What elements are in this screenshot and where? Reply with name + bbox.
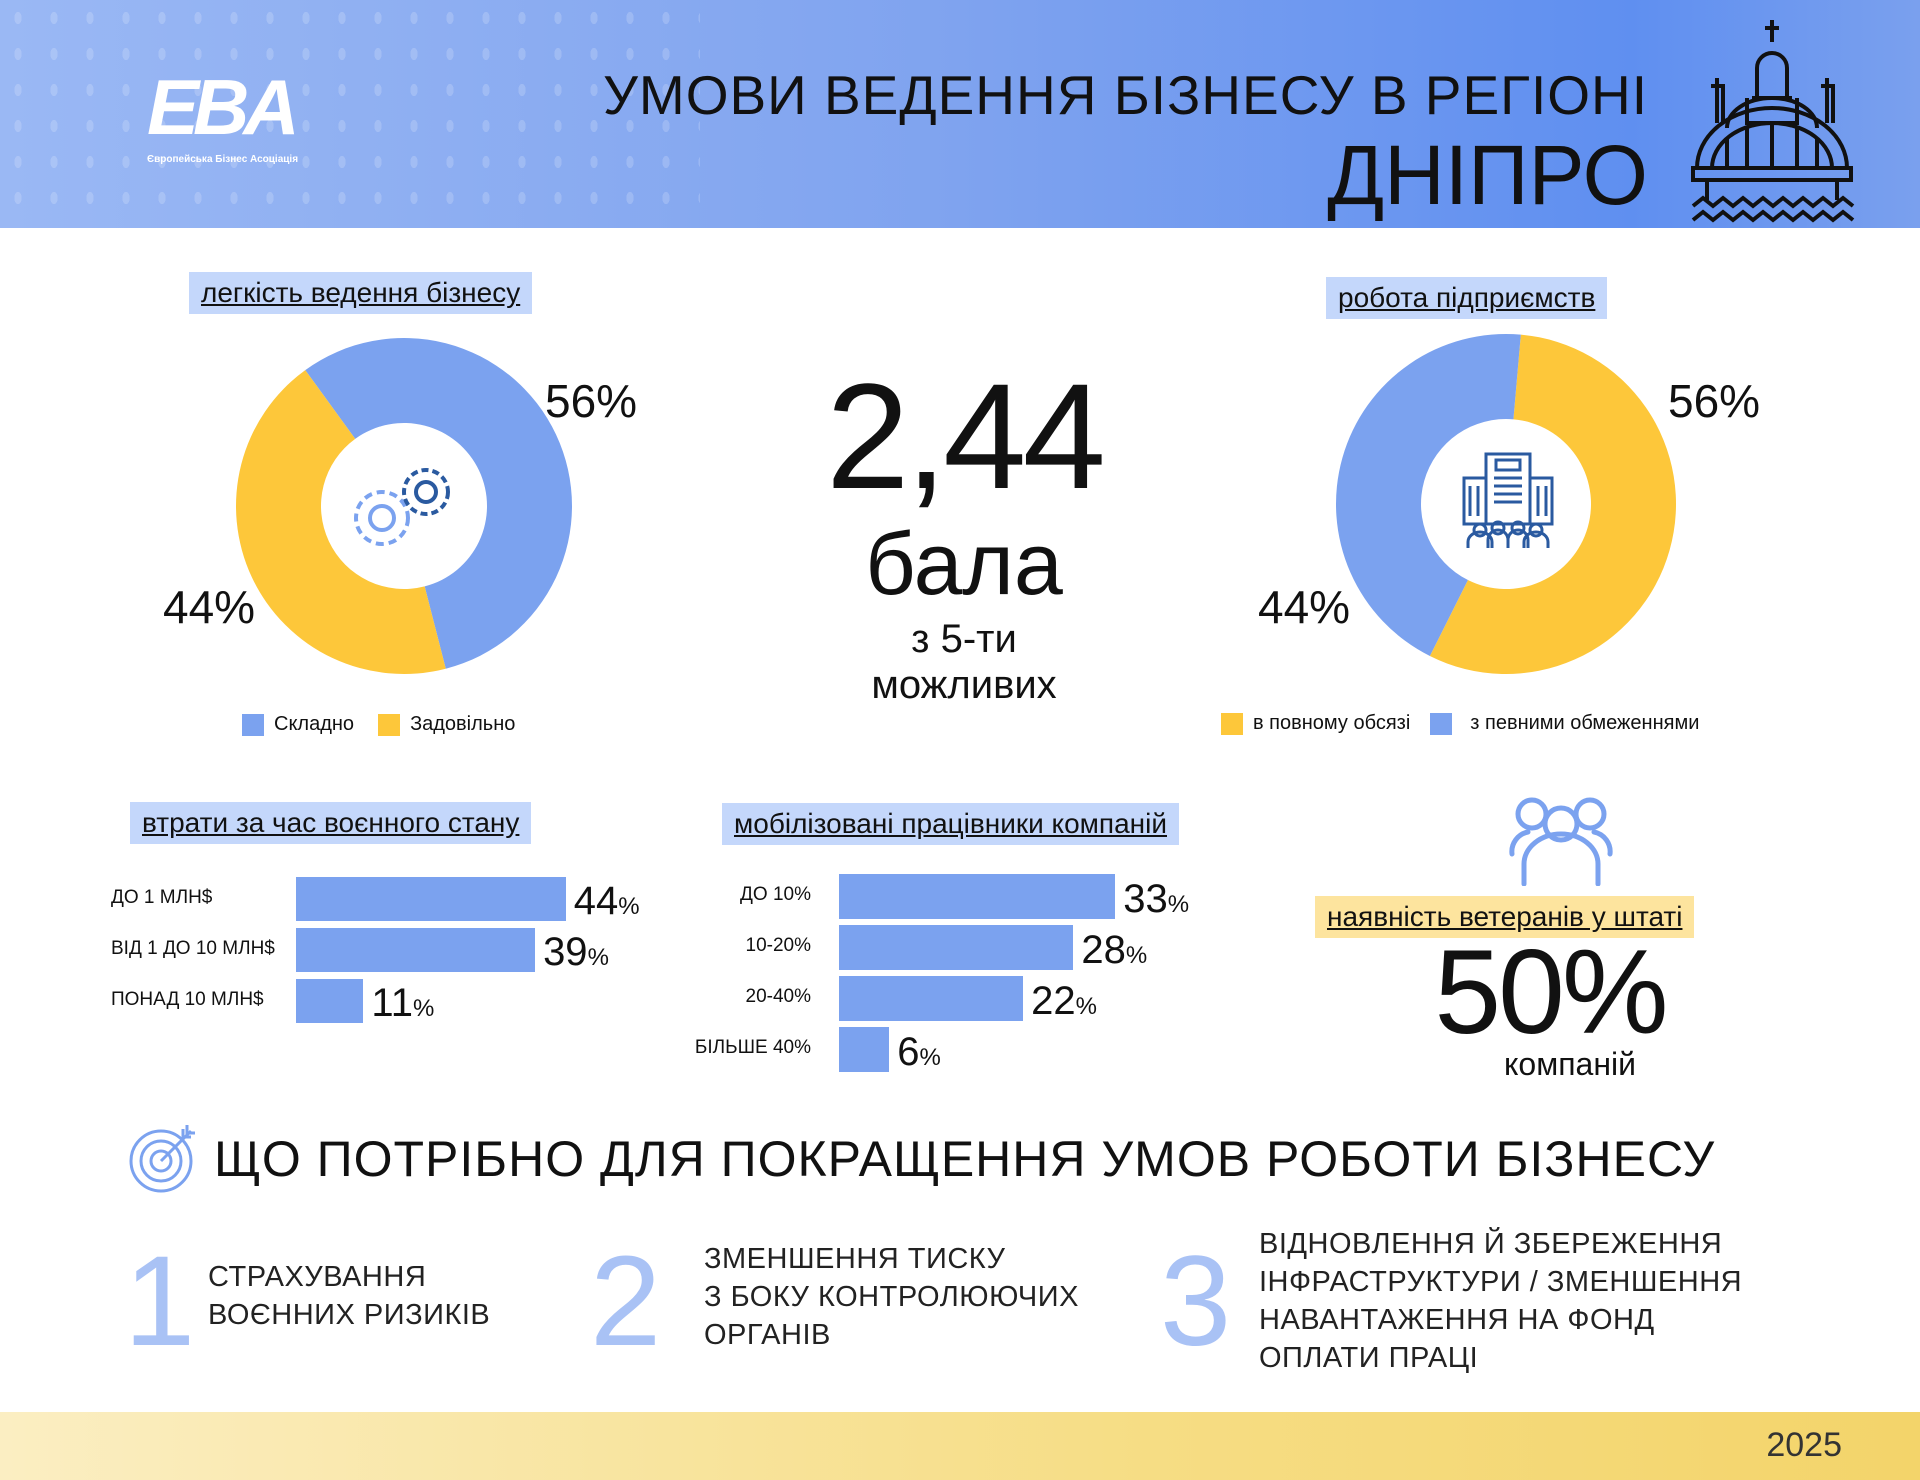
item-line: НАВАНТАЖЕННЯ НА ФОНД [1259,1304,1655,1336]
bar-category-label: ПОНАД 10 МЛН$ [111,989,264,1010]
year: 2025 [1766,1426,1842,1464]
bar [296,979,364,1023]
score-value: 2,44 [826,352,1106,520]
veterans-sub: компаній [1504,1046,1636,1082]
bar-value-label: 28% [1081,927,1148,972]
bar-value-label: 11% [371,981,435,1025]
bar-category-label: ДО 10% [740,884,811,905]
bar-value-label: 22% [1031,978,1097,1023]
bar-category-label: ВІД 1 ДО 10 МЛН$ [111,938,275,959]
item-number: 2 [590,1230,662,1373]
logo-subtitle: Європейська Бізнес Асоціація [147,154,299,165]
target-icon [129,1125,195,1193]
bar [839,874,1116,919]
legend-label: з певними обмеженнями [1470,712,1700,734]
score-block: 2,44 бала з 5-ти можливих [700,356,1228,708]
bar-category-label: БІЛЬШЕ 40% [694,1037,811,1058]
legend-label: Задовільно [410,713,516,735]
ease-legend: Складно Задовільно [242,713,515,736]
donut-slice [1429,334,1676,674]
item-line: ВІДНОВЛЕННЯ Й ЗБЕРЕЖЕННЯ [1259,1228,1723,1260]
donut-slice [305,338,572,669]
item-line: ІНФРАСТРУКТУРИ / ЗМЕНШЕННЯ [1259,1266,1743,1298]
gears-icon [354,468,450,546]
score-sub2: можливих [871,663,1057,707]
improve-item-3: ВІДНОВЛЕННЯ Й ЗБЕРЕЖЕННЯ ІНФРАСТРУКТУРИ /… [1259,1225,1742,1377]
legend-swatch [378,713,401,736]
item-line: ОПЛАТИ ПРАЦІ [1259,1342,1479,1374]
legend-swatch [1430,712,1453,735]
bar [839,1027,890,1072]
legend-swatch [1221,712,1243,735]
item-line: ОРГАНІВ [704,1319,831,1351]
legend-label: Складно [274,713,355,735]
footer-band: 2025 [0,1412,1920,1480]
bar [296,928,536,972]
improve-item-2: ЗМЕНШЕННЯ ТИСКУ З БОКУ КОНТРОЛЮЮЧИХ ОРГАНІ… [704,1240,1079,1354]
slice-label: 44% [1258,581,1351,633]
item-number: 3 [1160,1230,1232,1373]
header-banner: EBA Європейська Бізнес Асоціація УМОВИ В… [0,0,1920,228]
bar [296,877,566,921]
logo-text: EBA [147,63,300,151]
donut-slice [1336,334,1521,657]
bar-category-label: ДО 1 МЛН$ [111,887,213,908]
ease-donut-chart [235,338,572,674]
bar-value-label: 39% [543,930,609,974]
score-sub: з 5-ти [911,617,1017,661]
slice-label: 56% [1668,375,1761,427]
bar-value-label: 33% [1123,876,1190,921]
bar-category-label: 10-20% [745,935,812,956]
page-title: УМОВИ ВЕДЕННЯ БІЗНЕСУ В РЕГІОНІ [602,64,1648,126]
people-group-icon [1509,797,1613,886]
bar [839,925,1074,970]
ease-of-business-label: легкість ведення бізнесу [189,272,533,314]
slice-label: 44% [163,581,256,633]
region-name: ДНІПРО [1327,128,1648,222]
improve-title: ЩО ПОТРІБНО ДЛЯ ПОКРАЩЕННЯ УМОВ РОБОТИ Б… [214,1131,1716,1187]
bar-value-label: 6% [897,1029,941,1074]
losses-label: втрати за час воєнного стану [130,802,532,844]
item-number: 1 [124,1230,196,1373]
legend-label: в повному обсязі [1253,712,1411,734]
bar-category-label: 20-40% [745,986,812,1007]
mobilized-label: мобілізовані працівники компаній [722,803,1179,845]
church-bridge-icon [1691,20,1855,223]
eba-logo: EBA Європейська Бізнес Асоціація [147,62,337,172]
score-unit: бала [865,514,1063,613]
item-line: З БОКУ КОНТРОЛЮЮЧИХ [704,1281,1079,1313]
bar-value-label: 44% [573,879,640,923]
donut-slice [235,370,446,674]
enterprise-work-label: робота підприємств [1326,277,1608,319]
legend-swatch [242,713,264,736]
bar [839,976,1024,1021]
item-line: СТРАХУВАННЯ [208,1261,427,1293]
office-building-icon [1462,452,1554,548]
item-line: ЗМЕНШЕННЯ ТИСКУ [704,1243,1006,1275]
item-line: ВОЄННИХ РИЗИКІВ [208,1299,491,1331]
dot-pattern [0,0,700,228]
enterprise-donut-chart [1336,334,1676,674]
veterans-value: 50% [1434,925,1668,1059]
enterprise-legend: в повному обсязі з певними обмеженнями [1221,712,1699,735]
veterans-label: наявність ветеранів у штаті [1315,896,1695,938]
slice-label: 56% [545,375,638,427]
improve-item-1: СТРАХУВАННЯ ВОЄННИХ РИЗИКІВ [208,1258,490,1334]
